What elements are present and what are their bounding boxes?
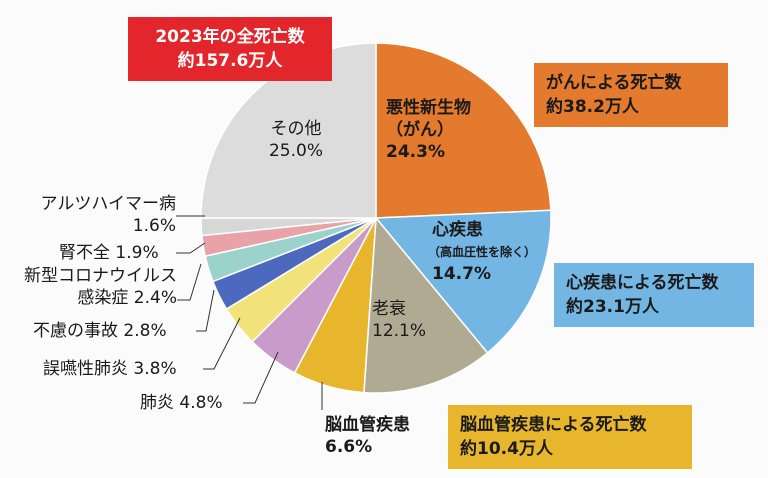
slice-label-other: その他 25.0% xyxy=(268,119,323,161)
slice-label-pneumonia: 肺炎 4.8% xyxy=(140,393,223,413)
slice-label-cancer: 悪性新生物 （がん） 24.3% xyxy=(386,98,471,162)
brain-deaths-title: 脳血管疾患による死亡数 xyxy=(460,415,647,435)
leader-line-covid xyxy=(177,263,202,301)
heart-deaths-value: 約23.1万人 xyxy=(566,297,659,317)
slice-label-senility: 老衰 12.1% xyxy=(372,299,427,341)
leader-line-accident xyxy=(196,289,215,332)
slice-label-heart: 心疾患 （高血圧性を除く） 14.7% xyxy=(428,220,537,284)
total-deaths-value: 約157.6万人 xyxy=(177,51,283,71)
pie-slice-1 xyxy=(374,209,552,354)
total-deaths-box: 2023年の全死亡数 約157.6万人 xyxy=(128,17,332,81)
slice-label-kidney: 腎不全 1.9% xyxy=(59,243,159,263)
cancer-deaths-value: 約38.2万人 xyxy=(546,97,639,117)
brain-deaths-box: 脳血管疾患による死亡数 約10.4万人 xyxy=(448,405,692,469)
slice-label-aspiration: 誤嚥性肺炎 3.8% xyxy=(43,359,177,379)
pie-slice-0 xyxy=(375,42,552,219)
total-deaths-title: 2023年の全死亡数 xyxy=(155,27,305,47)
pie-slice-2 xyxy=(363,216,489,394)
slice-label-accident: 不慮の事故 2.8% xyxy=(33,321,167,341)
slice-label-alzheimers: アルツハイマー病 1.6% xyxy=(40,194,177,236)
heart-deaths-title: 心疾患による死亡数 xyxy=(566,273,719,293)
leader-line-aspiration xyxy=(203,317,241,370)
brain-deaths-value: 約10.4万人 xyxy=(460,439,553,459)
cancer-deaths-title: がんによる死亡数 xyxy=(546,73,682,93)
slice-label-cerebrovascular: 脳血管疾患 6.6% xyxy=(325,415,410,457)
slice-label-covid: 新型コロナウイルス 感染症 2.4% xyxy=(24,266,177,308)
leader-line-kidney xyxy=(176,242,206,254)
leader-line-pneumonia xyxy=(243,351,279,404)
heart-deaths-box: 心疾患による死亡数 約23.1万人 xyxy=(554,263,754,327)
cancer-deaths-box: がんによる死亡数 約38.2万人 xyxy=(534,63,728,127)
pie-slice-10 xyxy=(200,42,377,219)
